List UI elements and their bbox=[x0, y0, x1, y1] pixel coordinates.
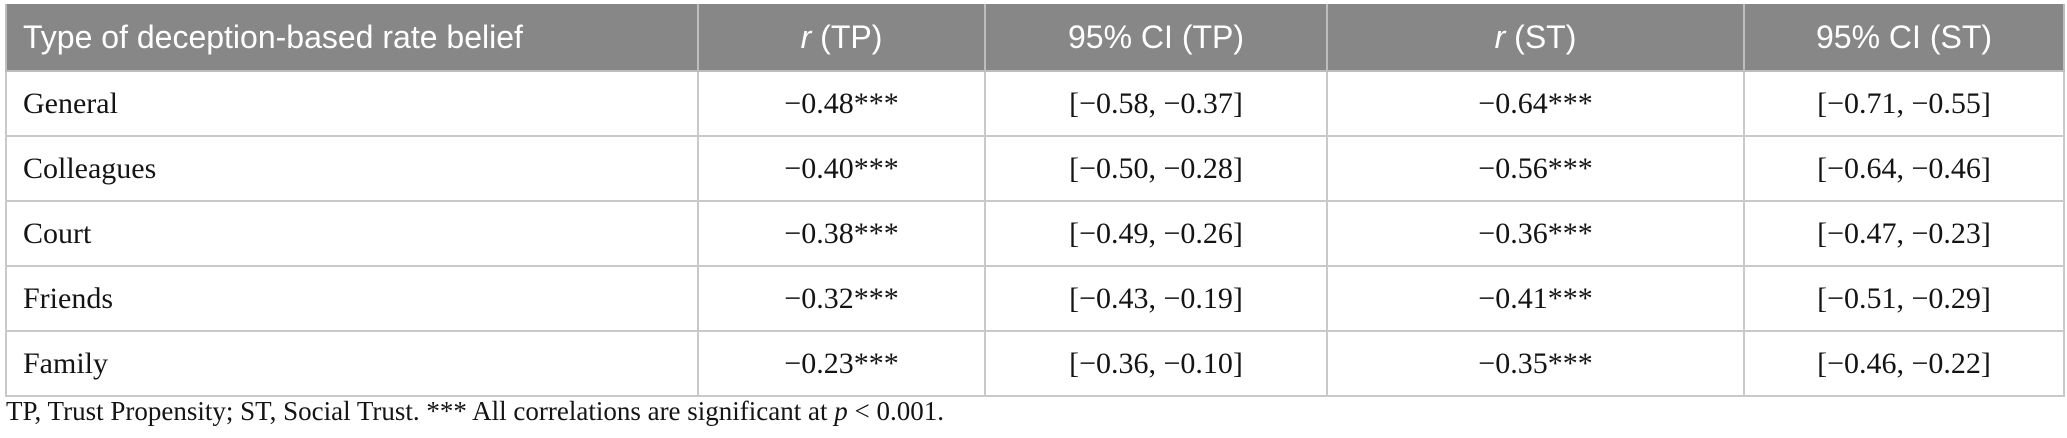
r-tp-cell: −0.23*** bbox=[697, 330, 986, 397]
table-row: Family −0.23*** [−0.36, −0.10] −0.35*** … bbox=[5, 330, 2065, 397]
table-row: Friends −0.32*** [−0.43, −0.19] −0.41***… bbox=[5, 265, 2065, 332]
table-row: Colleagues −0.40*** [−0.50, −0.28] −0.56… bbox=[5, 135, 2065, 202]
column-header-label: r bbox=[800, 18, 812, 55]
row-label-cell: Friends bbox=[5, 265, 699, 332]
table-row: Court −0.38*** [−0.49, −0.26] −0.36*** [… bbox=[5, 200, 2065, 267]
row-label-cell: General bbox=[5, 70, 699, 137]
column-header-r-tp: r (TP) bbox=[697, 4, 986, 72]
table-row: General −0.48*** [−0.58, −0.37] −0.64***… bbox=[5, 70, 2065, 137]
ci-st-cell: [−0.47, −0.23] bbox=[1743, 200, 2065, 267]
r-st-cell: −0.56*** bbox=[1326, 135, 1745, 202]
ci-tp-cell: [−0.49, −0.26] bbox=[984, 200, 1328, 267]
r-st-cell: −0.36*** bbox=[1326, 200, 1745, 267]
ci-st-cell: [−0.46, −0.22] bbox=[1743, 330, 2065, 397]
column-header-ci-st: 95% CI (ST) bbox=[1743, 4, 2065, 72]
row-label-cell: Colleagues bbox=[5, 135, 699, 202]
r-tp-cell: −0.38*** bbox=[697, 200, 986, 267]
footnote-text: TP, Trust Propensity; ST, Social Trust. … bbox=[6, 396, 835, 426]
column-header-label: 95% CI (ST) bbox=[1815, 18, 1993, 55]
row-label-cell: Family bbox=[5, 330, 699, 397]
r-st-cell: −0.64*** bbox=[1326, 70, 1745, 137]
ci-tp-cell: [−0.58, −0.37] bbox=[984, 70, 1328, 137]
ci-tp-cell: [−0.43, −0.19] bbox=[984, 265, 1328, 332]
column-header-ci-tp: 95% CI (TP) bbox=[984, 4, 1328, 72]
ci-st-cell: [−0.51, −0.29] bbox=[1743, 265, 2065, 332]
column-header-label: Type of deception-based rate belief bbox=[23, 18, 523, 55]
column-header-label: r bbox=[1494, 18, 1506, 55]
column-header-r-st: r (ST) bbox=[1326, 4, 1745, 72]
column-header-type: Type of deception-based rate belief bbox=[5, 4, 699, 72]
r-tp-cell: −0.32*** bbox=[697, 265, 986, 332]
r-tp-cell: −0.48*** bbox=[697, 70, 986, 137]
table-footnote: TP, Trust Propensity; ST, Social Trust. … bbox=[6, 396, 944, 427]
ci-st-cell: [−0.64, −0.46] bbox=[1743, 135, 2065, 202]
row-label-cell: Court bbox=[5, 200, 699, 267]
column-header-label: 95% CI (TP) bbox=[1067, 18, 1245, 55]
column-header-label: (ST) bbox=[1505, 18, 1577, 55]
ci-tp-cell: [−0.50, −0.28] bbox=[984, 135, 1328, 202]
ci-st-cell: [−0.71, −0.55] bbox=[1743, 70, 2065, 137]
correlation-table: Type of deception-based rate belief r (T… bbox=[5, 4, 2065, 397]
r-tp-cell: −0.40*** bbox=[697, 135, 986, 202]
footnote-text: < 0.001. bbox=[847, 396, 944, 426]
footnote-p-symbol: p bbox=[834, 396, 848, 426]
r-st-cell: −0.41*** bbox=[1326, 265, 1745, 332]
column-header-label: (TP) bbox=[811, 18, 883, 55]
r-st-cell: −0.35*** bbox=[1326, 330, 1745, 397]
table-header-row: Type of deception-based rate belief r (T… bbox=[5, 4, 2065, 72]
ci-tp-cell: [−0.36, −0.10] bbox=[984, 330, 1328, 397]
